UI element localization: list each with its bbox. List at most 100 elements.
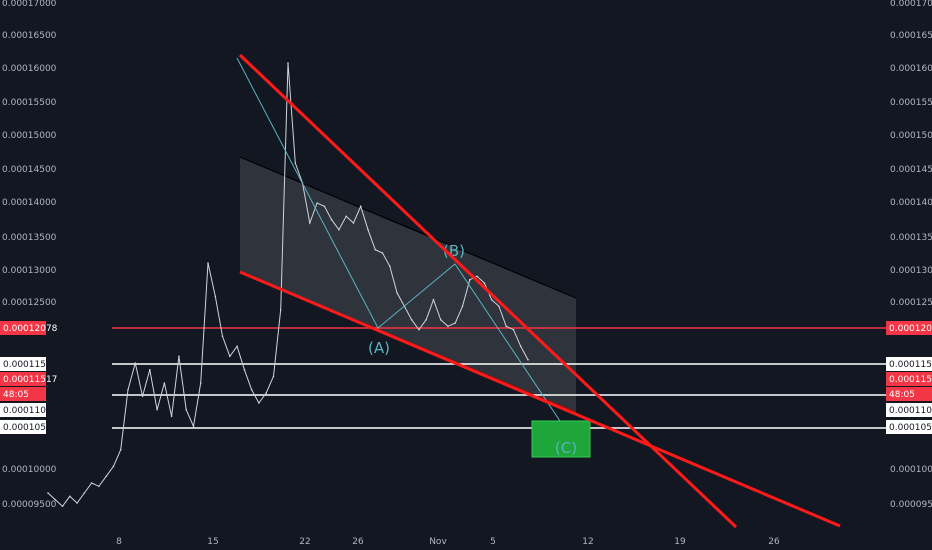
price-point: [272, 375, 275, 378]
channel-upper-line[interactable]: [239, 156, 577, 299]
price-point: [454, 322, 457, 324]
time-axis: 8 15 22 26 Nov 5 12 19 26: [116, 537, 780, 547]
y-tick-label-right: 0.00012500: [890, 298, 932, 308]
price-point: [258, 402, 260, 404]
price-point: [338, 228, 340, 231]
left-label-10598: 0.00010598: [3, 423, 58, 433]
price-point: [170, 415, 173, 418]
price-point: [178, 355, 180, 358]
y-tick-label-left: 0.00010000: [2, 465, 57, 475]
wave-path[interactable]: [236, 57, 563, 425]
right-countdown-box: [886, 387, 932, 401]
x-tick-label: 5: [490, 537, 496, 547]
price-point: [163, 382, 166, 384]
price-point: [374, 248, 377, 251]
right-label-box-10598: [886, 420, 932, 434]
price-point: [352, 222, 355, 224]
price-point: [410, 318, 413, 321]
right-label-box-12078: [886, 321, 932, 335]
trend-lines[interactable]: [238, 53, 841, 529]
price-point: [185, 408, 187, 411]
price-point: [389, 265, 391, 268]
price-point: [76, 502, 78, 504]
price-point: [461, 305, 464, 308]
price-point: [98, 485, 100, 488]
price-point: [345, 215, 348, 218]
y-tick-label-left: 0.00015500: [2, 98, 57, 108]
price-point: [61, 505, 64, 508]
right-label-11517: 0.00011517: [889, 375, 932, 385]
price-point: [505, 325, 508, 328]
price-point: [207, 262, 209, 264]
x-tick-label: 22: [299, 537, 310, 547]
right-price-axis: 0.00017000 0.00016500 0.00016000 0.00015…: [890, 0, 932, 510]
price-point: [105, 475, 107, 478]
y-tick-label-left: 0.00014500: [2, 165, 57, 175]
y-tick-label-left: 0.00014000: [2, 198, 57, 208]
price-point: [221, 335, 224, 338]
x-tick-label: Nov: [429, 537, 447, 547]
price-point: [367, 228, 369, 231]
left-label-box-11517: [0, 372, 46, 386]
price-point: [250, 388, 253, 391]
y-tick-label-left: 0.00016500: [2, 31, 57, 41]
x-tick-label: 12: [582, 537, 593, 547]
y-tick-label-left: 0.00017000: [2, 0, 57, 9]
price-point: [112, 465, 115, 468]
target-box[interactable]: [531, 420, 591, 458]
price-point: [287, 62, 289, 64]
left-label-11083: 0.00011083: [3, 406, 57, 416]
left-countdown: 48:05: [3, 390, 29, 400]
y-tick-label-right: 0.00017000: [890, 0, 932, 9]
y-tick-label-right: 0.00013500: [890, 233, 932, 243]
price-point: [236, 345, 238, 348]
horizontal-levels[interactable]: [112, 327, 886, 429]
price-point: [141, 395, 144, 398]
wave-count[interactable]: (A) (B): [236, 57, 563, 425]
left-countdown-box: [0, 387, 46, 401]
wave-label-b: (B): [443, 242, 465, 260]
y-tick-label-right: 0.00015500: [890, 98, 932, 108]
y-tick-label-left: 0.00009500: [2, 500, 57, 510]
y-tick-label-right: 0.00014500: [890, 165, 932, 175]
target-zone[interactable]: (C): [531, 420, 591, 458]
y-tick-label-left: 0.00016000: [2, 64, 57, 74]
price-point: [432, 298, 435, 301]
right-countdown: 48:05: [889, 390, 915, 400]
price-point: [512, 328, 515, 331]
channel-fill: [240, 157, 576, 412]
right-label-box-11083: [886, 403, 932, 417]
y-tick-label-left: 0.00013500: [2, 233, 57, 243]
left-level-labels: 0.00012078 0.00011554 0.00011517 48:05 0…: [0, 321, 58, 434]
price-point: [316, 202, 318, 204]
right-label-box-11554: [886, 357, 932, 371]
left-label-box-11554: [0, 357, 46, 371]
left-label-11517: 0.00011517: [3, 375, 57, 385]
price-point: [265, 392, 268, 394]
price-point: [149, 368, 151, 371]
price-point: [425, 318, 428, 321]
shallow-trendline[interactable]: [239, 270, 841, 528]
price-point: [381, 252, 384, 254]
y-tick-label-right: 0.00014000: [890, 198, 932, 208]
left-label-box-12078: [0, 321, 46, 335]
left-label-12078: 0.00012078: [3, 324, 58, 334]
right-level-labels: 0.00012078 0.00011554 0.00011517 48:05 0…: [886, 321, 932, 434]
price-point: [527, 358, 529, 361]
y-tick-label-right: 0.00010000: [890, 465, 932, 475]
left-label-box-11083: [0, 403, 46, 417]
price-point: [447, 325, 449, 328]
price-point: [490, 298, 493, 301]
price-point: [47, 492, 49, 494]
price-point: [69, 495, 71, 498]
left-label-box-10598: [0, 420, 46, 434]
x-tick-label: 15: [207, 537, 218, 547]
price-point: [418, 328, 420, 331]
left-price-axis: 0.00017000 0.00016500 0.00016000 0.00015…: [2, 0, 57, 510]
right-label-box-11517: [886, 372, 932, 386]
y-tick-label-left: 0.00013000: [2, 266, 57, 276]
right-label-10598: 0.00010598: [889, 423, 932, 433]
y-tick-label-left: 0.00015000: [2, 131, 57, 141]
wave-label-a: (A): [368, 339, 390, 357]
